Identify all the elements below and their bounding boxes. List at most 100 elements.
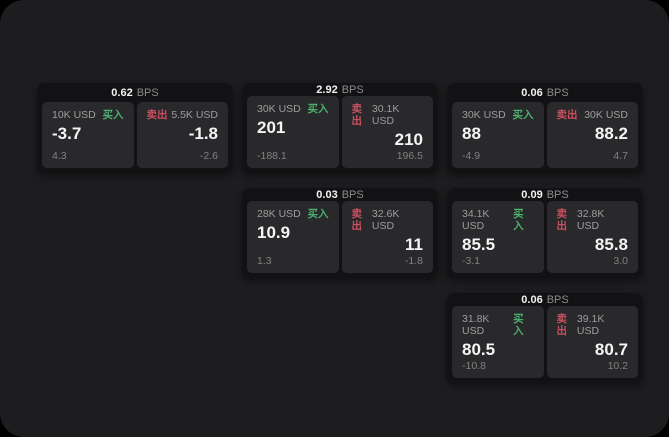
bps-value: 2.92 xyxy=(316,83,338,96)
sell-amount: 32.6K USD xyxy=(371,208,400,232)
sell-amount: 30K USD xyxy=(584,109,628,121)
quote-panels: 30K USD 买入 88 -4.9 卖出 30K USD 88.2 4.7 xyxy=(452,102,638,168)
buy-panel-top: 30K USD 买入 xyxy=(257,103,329,115)
buy-panel[interactable]: 31.8K USD 买入 80.5 -10.8 xyxy=(452,306,544,378)
buy-panel[interactable]: 10K USD 买入 -3.7 4.3 xyxy=(42,102,134,168)
sell-panel[interactable]: 卖出 39.1K USD 80.7 10.2 xyxy=(546,306,638,378)
buy-sub-value: -4.9 xyxy=(462,150,481,162)
bps-unit: BPS xyxy=(546,188,569,201)
card-header: 0.06 BPS xyxy=(452,293,638,306)
bps-value: 0.06 xyxy=(521,293,543,306)
buy-panel-top: 34.1K USD 买入 xyxy=(462,208,534,232)
sell-side-label: 卖出 xyxy=(351,208,363,232)
sell-panel-top: 卖出 32.8K USD xyxy=(557,208,629,232)
sell-price: 210 xyxy=(394,130,423,149)
buy-side-label: 买入 xyxy=(513,208,524,232)
buy-side-label: 买入 xyxy=(513,313,524,337)
card-header: 0.62 BPS xyxy=(42,83,228,102)
sell-sub-value: -2.6 xyxy=(199,150,218,162)
quote-card: 0.62 BPS 10K USD 买入 -3.7 4.3 卖出 5.5K USD… xyxy=(37,83,233,173)
sell-amount: 39.1K USD xyxy=(576,313,605,337)
sell-sub-value: -1.8 xyxy=(404,255,423,267)
bps-value: 0.62 xyxy=(111,86,133,99)
buy-panel[interactable]: 30K USD 买入 201 -188.1 xyxy=(247,96,339,168)
buy-sub-value: -188.1 xyxy=(257,150,287,162)
card-header: 0.06 BPS xyxy=(452,83,638,102)
sell-sub-value: 196.5 xyxy=(396,150,423,162)
sell-price: 85.8 xyxy=(594,235,628,254)
card-header: 0.09 BPS xyxy=(452,188,638,201)
quote-card: 0.06 BPS 30K USD 买入 88 -4.9 卖出 30K USD 8… xyxy=(447,83,643,173)
quote-card: 0.03 BPS 28K USD 买入 10.9 1.3 卖出 32.6K US… xyxy=(242,188,438,278)
sell-panel[interactable]: 卖出 30.1K USD 210 196.5 xyxy=(341,96,433,168)
quote-card: 0.06 BPS 31.8K USD 买入 80.5 -10.8 卖出 39.1… xyxy=(447,293,643,383)
buy-sub-value: 1.3 xyxy=(257,255,272,267)
sell-amount: 30.1K USD xyxy=(371,103,400,127)
sell-amount: 32.8K USD xyxy=(576,208,605,232)
buy-amount: 10K USD xyxy=(52,109,96,121)
buy-amount: 30K USD xyxy=(257,103,301,115)
buy-price: -3.7 xyxy=(52,124,82,143)
quote-panels: 31.8K USD 买入 80.5 -10.8 卖出 39.1K USD 80.… xyxy=(452,306,638,378)
bps-unit: BPS xyxy=(341,188,364,201)
buy-panel[interactable]: 34.1K USD 买入 85.5 -3.1 xyxy=(452,201,544,273)
buy-side-label: 买入 xyxy=(512,109,534,121)
card-header: 2.92 BPS xyxy=(247,83,433,96)
bps-unit: BPS xyxy=(341,83,364,96)
bps-unit: BPS xyxy=(546,86,569,99)
buy-amount: 28K USD xyxy=(257,208,301,220)
bps-unit: BPS xyxy=(546,293,569,306)
buy-sub-value: 4.3 xyxy=(52,150,67,162)
quote-panels: 34.1K USD 买入 85.5 -3.1 卖出 32.8K USD 85.8… xyxy=(452,201,638,273)
quote-panels: 30K USD 买入 201 -188.1 卖出 30.1K USD 210 1… xyxy=(247,96,433,168)
sell-panel[interactable]: 卖出 5.5K USD -1.8 -2.6 xyxy=(136,102,228,168)
buy-amount: 30K USD xyxy=(462,109,506,121)
sell-price: 11 xyxy=(405,235,423,254)
sell-panel-top: 卖出 30K USD xyxy=(557,109,629,121)
buy-sub-value: -10.8 xyxy=(462,360,486,372)
buy-price: 88 xyxy=(462,124,481,143)
buy-panel-top: 28K USD 买入 xyxy=(257,208,329,220)
sell-price: -1.8 xyxy=(188,124,218,143)
sell-side-label: 卖出 xyxy=(146,109,168,121)
sell-panel-top: 卖出 39.1K USD xyxy=(557,313,629,337)
buy-side-label: 买入 xyxy=(307,208,329,220)
buy-side-label: 买入 xyxy=(102,109,124,121)
buy-amount: 34.1K USD xyxy=(462,208,490,232)
sell-side-label: 卖出 xyxy=(556,313,568,337)
buy-price: 85.5 xyxy=(462,235,496,254)
quote-cards-grid: 0.62 BPS 10K USD 买入 -3.7 4.3 卖出 5.5K USD… xyxy=(37,83,643,383)
bps-unit: BPS xyxy=(136,86,159,99)
buy-price: 10.9 xyxy=(257,223,291,242)
sell-side-label: 卖出 xyxy=(556,208,568,232)
sell-panel-top: 卖出 32.6K USD xyxy=(352,208,424,232)
buy-sub-value: -3.1 xyxy=(462,255,481,267)
sell-sub-value: 3.0 xyxy=(613,255,628,267)
sell-panel[interactable]: 卖出 30K USD 88.2 4.7 xyxy=(546,102,638,168)
buy-side-label: 买入 xyxy=(307,103,329,115)
sell-price: 80.7 xyxy=(594,340,628,359)
sell-sub-value: 4.7 xyxy=(613,150,628,162)
buy-panel-top: 30K USD 买入 xyxy=(462,109,534,121)
quote-card: 0.09 BPS 34.1K USD 买入 85.5 -3.1 卖出 32.8K… xyxy=(447,188,643,278)
bps-value: 0.06 xyxy=(521,86,543,99)
sell-panel-top: 卖出 30.1K USD xyxy=(352,103,424,127)
buy-amount: 31.8K USD xyxy=(462,313,490,337)
buy-panel-top: 10K USD 买入 xyxy=(52,109,124,121)
sell-sub-value: 10.2 xyxy=(607,360,628,372)
sell-price: 88.2 xyxy=(594,124,628,143)
sell-amount: 5.5K USD xyxy=(171,109,218,121)
sell-panel[interactable]: 卖出 32.6K USD 11 -1.8 xyxy=(341,201,433,273)
buy-panel-top: 31.8K USD 买入 xyxy=(462,313,534,337)
bps-value: 0.09 xyxy=(521,188,543,201)
quote-panels: 28K USD 买入 10.9 1.3 卖出 32.6K USD 11 -1.8 xyxy=(247,201,433,273)
quote-panels: 10K USD 买入 -3.7 4.3 卖出 5.5K USD -1.8 -2.… xyxy=(42,102,228,168)
buy-panel[interactable]: 30K USD 买入 88 -4.9 xyxy=(452,102,544,168)
bps-value: 0.03 xyxy=(316,188,338,201)
buy-panel[interactable]: 28K USD 买入 10.9 1.3 xyxy=(247,201,339,273)
card-header: 0.03 BPS xyxy=(247,188,433,201)
sell-panel[interactable]: 卖出 32.8K USD 85.8 3.0 xyxy=(546,201,638,273)
buy-price: 201 xyxy=(257,118,286,137)
sell-side-label: 卖出 xyxy=(556,109,578,121)
buy-price: 80.5 xyxy=(462,340,496,359)
